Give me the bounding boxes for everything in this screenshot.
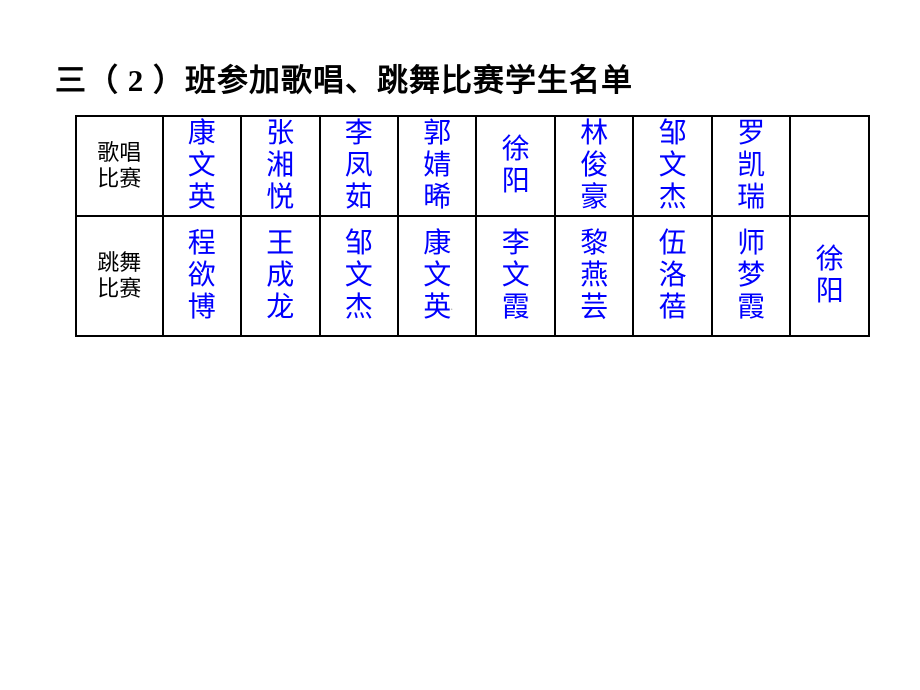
- student-name: 邹文杰: [345, 228, 373, 325]
- header-line: 歌唱: [97, 140, 141, 165]
- name-cell: 林俊豪: [555, 116, 633, 216]
- student-name: 李凤茹: [345, 118, 373, 215]
- name-cell: 徐阳: [476, 116, 554, 216]
- name-cell: 王成龙: [241, 216, 319, 336]
- name-cell: 康文英: [398, 216, 476, 336]
- name-cell: 邹文杰: [633, 116, 711, 216]
- name-cell: 康文英: [163, 116, 241, 216]
- name-cell: 师梦霞: [712, 216, 790, 336]
- header-line: 跳舞: [97, 250, 141, 275]
- student-name: 黎燕芸: [580, 228, 608, 325]
- student-table-container: 歌唱 比赛 康文英 张湘悦 李凤茹 郭婧晞 徐阳 林俊豪 邹文杰 罗凯瑞 跳舞 …: [75, 115, 870, 337]
- name-cell: 罗凯瑞: [712, 116, 790, 216]
- name-cell: 张湘悦: [241, 116, 319, 216]
- student-name: 郭婧晞: [423, 118, 451, 215]
- student-name: 徐阳: [816, 244, 844, 308]
- student-name: 张湘悦: [266, 118, 294, 215]
- student-name: 伍洛蓓: [659, 228, 687, 325]
- student-name: 罗凯瑞: [737, 118, 765, 215]
- watermark: .: [450, 298, 453, 314]
- name-cell: 李凤茹: [320, 116, 398, 216]
- name-cell: 黎燕芸: [555, 216, 633, 336]
- student-name: 王成龙: [266, 228, 294, 325]
- name-cell: 伍洛蓓: [633, 216, 711, 336]
- student-table: 歌唱 比赛 康文英 张湘悦 李凤茹 郭婧晞 徐阳 林俊豪 邹文杰 罗凯瑞 跳舞 …: [75, 115, 870, 337]
- row-header-dancing: 跳舞 比赛: [76, 216, 163, 336]
- student-name: 师梦霞: [737, 228, 765, 325]
- name-cell: 徐阳: [790, 216, 869, 336]
- student-name: 邹文杰: [659, 118, 687, 215]
- table-row-dancing: 跳舞 比赛 程欲博 王成龙 邹文杰 康文英 李文霞 黎燕芸 伍洛蓓 师梦霞 徐阳: [76, 216, 869, 336]
- student-name: 李文霞: [502, 228, 530, 325]
- page-title: 三（ 2 ）班参加歌唱、跳舞比赛学生名单: [55, 55, 633, 100]
- student-name: 程欲博: [188, 228, 216, 325]
- row-header-singing: 歌唱 比赛: [76, 116, 163, 216]
- header-line: 比赛: [97, 276, 141, 301]
- student-name: 康文英: [423, 228, 451, 325]
- student-name: 康文英: [188, 118, 216, 215]
- name-cell: 李文霞: [476, 216, 554, 336]
- header-line: 比赛: [97, 166, 141, 191]
- table-row-singing: 歌唱 比赛 康文英 张湘悦 李凤茹 郭婧晞 徐阳 林俊豪 邹文杰 罗凯瑞: [76, 116, 869, 216]
- name-cell: 邹文杰: [320, 216, 398, 336]
- name-cell: 郭婧晞: [398, 116, 476, 216]
- name-cell-empty: [790, 116, 869, 216]
- name-cell: 程欲博: [163, 216, 241, 336]
- student-name: 徐阳: [502, 134, 530, 198]
- student-name: 林俊豪: [580, 118, 608, 215]
